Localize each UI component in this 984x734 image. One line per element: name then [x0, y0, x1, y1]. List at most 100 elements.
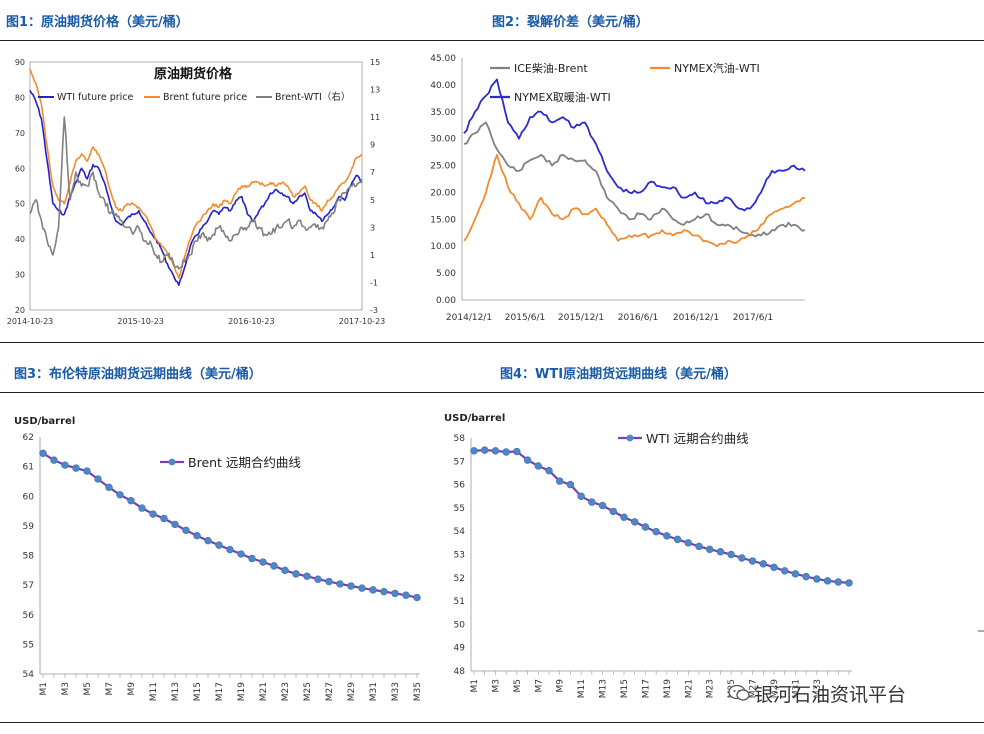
fig4-xtick-label: M7: [534, 679, 544, 693]
fig3-data-point: [226, 545, 234, 554]
fig2-ytick-label: 45.00: [430, 54, 456, 64]
fig3-series-line: [42, 452, 418, 599]
fig2-series-line: [463, 78, 806, 212]
fig2-xtick-label: 2015/12/1: [558, 313, 604, 323]
fig3-data-point: [336, 580, 344, 588]
fig1-series-line: [29, 68, 363, 279]
fig1-xtick-label: 2014-10-23: [7, 317, 54, 326]
wechat-icon: [728, 684, 750, 701]
fig3-data-point: [94, 475, 102, 483]
fig4-data-point: [491, 447, 500, 455]
fig3-xtick-label: M17: [215, 682, 225, 701]
fig3-ytick-label: 57: [23, 581, 34, 591]
fig1-y2tick-label: 5: [370, 196, 375, 205]
fig4-data-point: [716, 548, 725, 556]
fig1-ytick-label: 50: [15, 200, 25, 209]
fig4-data-point: [738, 554, 746, 562]
fig4-data-point: [727, 550, 735, 559]
fig3-xtick-label: M15: [193, 682, 203, 701]
fig2-legend-label: NYMEX取暖油-WTI: [514, 90, 611, 104]
divider-fig-top: [0, 392, 984, 393]
fig4-ytick-label: 49: [454, 644, 466, 654]
fig1-chart-title: 原油期货价格: [154, 66, 233, 82]
fig1-xtick-label: 2015-10-23: [117, 317, 164, 326]
fig4-data-point: [588, 498, 596, 506]
fig3-xtick-label: M23: [281, 682, 291, 701]
fig3-data-point: [347, 582, 355, 590]
fig2-ytick-label: 5.00: [436, 269, 456, 279]
fig4-data-point: [566, 480, 575, 489]
fig2-xtick-label: 2016/12/1: [673, 313, 719, 323]
fig1-xtick-label: 2017-10-23: [339, 317, 386, 326]
fig3-data-point: [215, 541, 223, 549]
fig3-ytick-label: 61: [23, 463, 34, 473]
fig2-ytick-label: 20.00: [430, 188, 456, 198]
fig4-data-point: [502, 448, 510, 456]
fig4-data-point: [663, 532, 671, 540]
fig3-legend-marker: [168, 458, 176, 466]
fig3-data-point: [39, 449, 47, 457]
fig3-xtick-label: M7: [105, 682, 115, 696]
fig4-legend-marker: [626, 434, 634, 442]
fig4-xtick-label: M15: [620, 679, 630, 698]
fig4-xtick-label: M17: [641, 679, 651, 698]
fig2-xtick-label: 2014/12/1: [446, 313, 492, 323]
fig3-data-point: [50, 456, 58, 464]
fig3-legend-label: Brent 远期合约曲线: [188, 455, 301, 470]
fig4-data-point: [673, 535, 682, 544]
fig3-data-point: [61, 461, 69, 469]
fig3-ytick-label: 54: [23, 670, 35, 680]
fig4-data-point: [620, 513, 628, 521]
fig3-data-point: [413, 593, 421, 602]
watermark-text: 银河石油资讯平台: [754, 684, 907, 706]
fig3-ylabel: USD/barrel: [14, 416, 75, 427]
fig1-y2tick-label: 15: [370, 58, 380, 67]
fig3-data-point: [116, 491, 124, 499]
fig3-xtick-label: M29: [347, 682, 357, 701]
fig3-ytick-label: 62: [23, 433, 34, 443]
fig1-ytick-label: 70: [15, 129, 25, 138]
fig4-ytick-label: 48: [454, 667, 466, 677]
fig2-series-line: [463, 121, 806, 238]
fig3-data-point: [72, 464, 80, 472]
fig3-data-point: [138, 504, 146, 512]
fig4-data-point: [802, 572, 810, 581]
fig3-data-point: [204, 536, 212, 545]
fig3-data-point: [270, 562, 278, 570]
fig4-ytick-label: 52: [454, 574, 465, 584]
fig4-data-point: [813, 575, 821, 583]
fig2-xtick-label: 2016/6/1: [618, 313, 658, 323]
fig4-data-point: [481, 446, 489, 454]
fig4-xtick-label: M29: [770, 679, 780, 698]
fig2-ytick-label: 25.00: [430, 162, 456, 172]
fig4-xtick-label: M13: [599, 679, 609, 698]
fig4-data-point: [791, 570, 800, 578]
fig3-data-point: [149, 510, 157, 518]
fig2-ytick-label: 35.00: [430, 108, 456, 118]
divider-middle: [0, 342, 984, 343]
fig1-ytick-label: 60: [15, 164, 25, 173]
fig4-data-point: [684, 539, 692, 547]
fig3-data-point: [303, 572, 311, 580]
fig3-ytick-label: 58: [23, 552, 35, 562]
fig4-data-point: [759, 560, 767, 568]
fig3-xtick-label: M3: [61, 682, 71, 696]
fig4-data-point: [577, 492, 585, 500]
fig2-ytick-label: 0.00: [436, 296, 456, 306]
fig1-y2tick-label: -1: [370, 278, 378, 287]
fig4-ytick-label: 58: [454, 434, 466, 444]
fig3-data-point: [380, 587, 388, 596]
fig3-xtick-label: M9: [127, 682, 137, 696]
fig2-series-line: [463, 153, 806, 248]
fig3-data-point: [105, 483, 113, 492]
fig4-data-point: [631, 518, 639, 526]
fig1-y2tick-label: 7: [370, 168, 375, 177]
fig2-legend-label: ICE柴油-Brent: [514, 61, 588, 75]
fig2-ytick-label: 10.00: [430, 242, 456, 252]
fig3-data-point: [171, 520, 179, 529]
fig2-xtick-label: 2015/6/1: [505, 313, 545, 323]
fig1-y2tick-label: 1: [370, 251, 375, 260]
fig4-xtick-label: M11: [577, 679, 587, 698]
fig1-series-line: [29, 89, 363, 286]
fig1-y2tick-label: 9: [370, 141, 375, 150]
